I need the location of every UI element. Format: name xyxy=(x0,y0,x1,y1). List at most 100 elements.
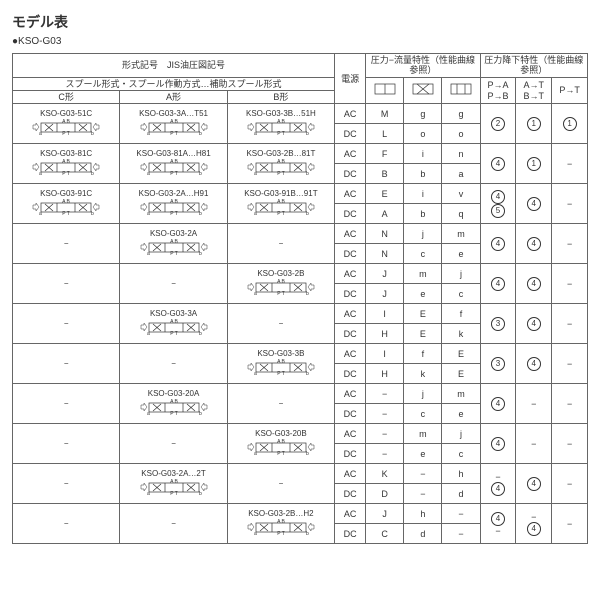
drop-2: − xyxy=(552,144,588,184)
model-cell-c: − xyxy=(13,424,120,464)
flow-ac-0: I xyxy=(366,344,404,364)
flow-dc-0: A xyxy=(366,204,404,224)
svg-text:a: a xyxy=(147,331,150,335)
flow-dc-2: c xyxy=(442,284,480,304)
model-cell-b: − xyxy=(227,384,334,424)
svg-text:A B: A B xyxy=(170,119,178,125)
flow-dc-0: H xyxy=(366,364,404,384)
svg-text:P T: P T xyxy=(277,171,285,175)
svg-text:a: a xyxy=(39,171,42,175)
header-pa-pb: P→AP→B xyxy=(480,77,516,104)
model-cell-c: KSO-G03-81CA BabP T xyxy=(13,144,120,184)
svg-text:a: a xyxy=(147,411,150,415)
flow-ac-1: h xyxy=(404,504,442,524)
flow-dc-1: E xyxy=(404,324,442,344)
drop-2: − xyxy=(552,424,588,464)
svg-text:a: a xyxy=(254,291,257,295)
flow-dc-1: c xyxy=(404,244,442,264)
flow-dc-2: k xyxy=(442,324,480,344)
drop-0: −4 xyxy=(480,464,516,504)
flow-ac-2: h xyxy=(442,464,480,484)
flow-ac-0: K xyxy=(366,464,404,484)
drop-1: 1 xyxy=(516,144,552,184)
model-cell-a: KSO-G03-2A…2TA BabP T xyxy=(120,464,227,504)
drop-0: 45 xyxy=(480,184,516,224)
flow-ac-2: f xyxy=(442,304,480,324)
model-cell-a: KSO-G03-3AA BabP T xyxy=(120,304,227,344)
svg-text:b: b xyxy=(306,531,309,535)
flow-ac-0: M xyxy=(366,104,404,124)
flow-ac-2: j xyxy=(442,424,480,444)
drop-1: 1 xyxy=(516,104,552,144)
svg-text:a: a xyxy=(147,131,150,135)
header-a-shape: A形 xyxy=(120,91,227,104)
svg-text:P T: P T xyxy=(170,171,178,175)
svg-text:a: a xyxy=(39,131,42,135)
svg-text:P T: P T xyxy=(62,131,70,135)
model-table: 形式記号 JIS油圧図記号 電源 圧力−流量特性（性能曲線参照） 圧力降下特性（… xyxy=(12,53,588,544)
svg-text:A B: A B xyxy=(170,239,178,245)
svg-text:A B: A B xyxy=(277,159,285,165)
flow-ac-0: N xyxy=(366,224,404,244)
drop-0: 4 xyxy=(480,224,516,264)
svg-text:b: b xyxy=(306,211,309,215)
svg-text:b: b xyxy=(199,211,202,215)
svg-text:P T: P T xyxy=(277,451,285,455)
drop-1: − xyxy=(516,424,552,464)
flow-dc-1: o xyxy=(404,124,442,144)
drop-2: − xyxy=(552,464,588,504)
svg-text:b: b xyxy=(306,291,309,295)
model-cell-c: − xyxy=(13,304,120,344)
header-b-shape: B形 xyxy=(227,91,334,104)
model-cell-a: − xyxy=(120,344,227,384)
flow-dc-0: − xyxy=(366,404,404,424)
flow-ac-2: j xyxy=(442,264,480,284)
flow-dc-1: k xyxy=(404,364,442,384)
flow-dc-2: d xyxy=(442,484,480,504)
flow-ac-1: j xyxy=(404,224,442,244)
flow-dc-2: e xyxy=(442,404,480,424)
model-cell-a: KSO-G03-81A…H81A BabP T xyxy=(120,144,227,184)
model-cell-a: KSO-G03-3A…T51A BabP T xyxy=(120,104,227,144)
power-dc: DC xyxy=(335,524,366,544)
svg-text:A B: A B xyxy=(62,119,70,125)
power-ac: AC xyxy=(335,224,366,244)
flow-dc-0: C xyxy=(366,524,404,544)
drop-2: − xyxy=(552,304,588,344)
svg-text:a: a xyxy=(147,491,150,495)
drop-1: 4 xyxy=(516,344,552,384)
flow-ac-0: J xyxy=(366,504,404,524)
svg-text:a: a xyxy=(254,171,257,175)
svg-text:a: a xyxy=(254,451,257,455)
model-cell-b: − xyxy=(227,464,334,504)
flow-dc-1: c xyxy=(404,404,442,424)
svg-text:b: b xyxy=(199,171,202,175)
svg-text:a: a xyxy=(147,211,150,215)
header-power: 電源 xyxy=(335,54,366,104)
drop-2: − xyxy=(552,344,588,384)
flow-ac-1: i xyxy=(404,144,442,164)
drop-1: 4 xyxy=(516,264,552,304)
svg-text:b: b xyxy=(199,131,202,135)
header-drop-group: 圧力降下特性（性能曲線参照） xyxy=(480,54,587,78)
power-ac: AC xyxy=(335,104,366,124)
power-dc: DC xyxy=(335,324,366,344)
power-dc: DC xyxy=(335,444,366,464)
model-cell-c: − xyxy=(13,344,120,384)
flow-dc-2: c xyxy=(442,444,480,464)
svg-text:b: b xyxy=(91,211,94,215)
svg-text:a: a xyxy=(39,211,42,215)
power-ac: AC xyxy=(335,144,366,164)
flow-dc-0: N xyxy=(366,244,404,264)
svg-text:A B: A B xyxy=(170,399,178,405)
power-ac: AC xyxy=(335,504,366,524)
drop-0: 4− xyxy=(480,504,516,544)
svg-text:P T: P T xyxy=(170,491,178,495)
svg-text:P T: P T xyxy=(170,331,178,335)
flow-ac-1: f xyxy=(404,344,442,364)
drop-0: 4 xyxy=(480,424,516,464)
model-cell-b: KSO-G03-2B…81TA BabP T xyxy=(227,144,334,184)
svg-text:P T: P T xyxy=(170,411,178,415)
model-cell-b: KSO-G03-3BA BabP T xyxy=(227,344,334,384)
svg-text:A B: A B xyxy=(170,199,178,205)
